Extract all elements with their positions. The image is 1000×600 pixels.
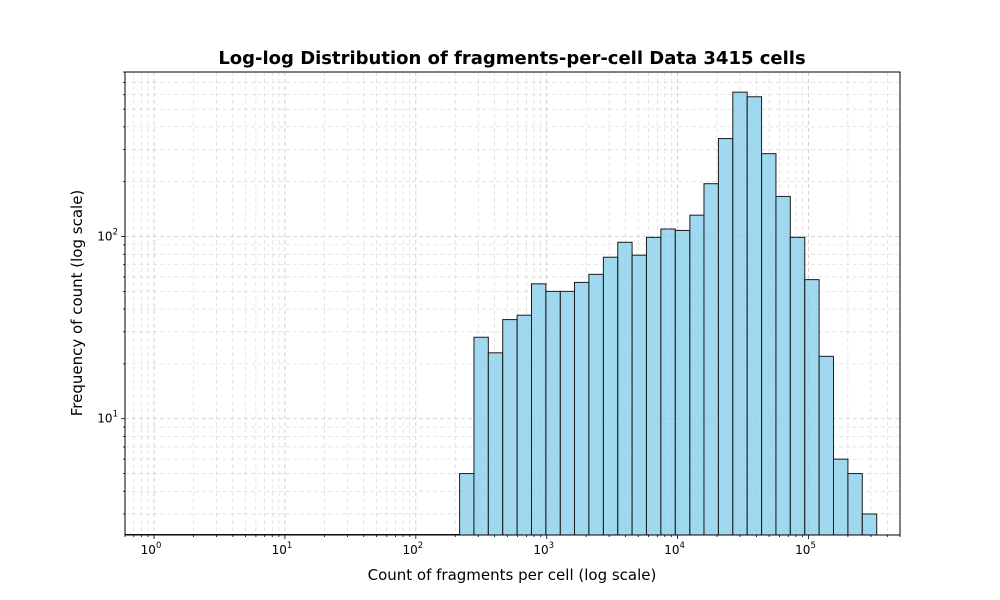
x-tick-label: 101 (272, 541, 293, 557)
x-tick-exponent: 4 (680, 541, 685, 551)
x-tick-label: 103 (533, 541, 554, 557)
histogram-bar (502, 319, 518, 536)
histogram-bar (789, 236, 806, 536)
histogram-bar (761, 153, 777, 536)
histogram-bar (487, 352, 504, 536)
x-tick-label: 100 (141, 541, 162, 557)
histogram-bar (645, 236, 662, 536)
histogram-bar (588, 273, 604, 536)
x-tick-base: 10 (141, 543, 156, 557)
histogram-bar (602, 256, 619, 536)
y-tick-base: 10 (97, 412, 112, 426)
y-tick-label: 101 (97, 410, 118, 426)
x-tick-exponent: 5 (810, 541, 815, 551)
x-axis-label: Count of fragments per cell (log scale) (368, 566, 657, 584)
x-tick-label: 105 (795, 541, 816, 557)
y-tick-exponent: 2 (113, 228, 118, 238)
plot-frame (124, 71, 901, 536)
histogram-bar (473, 336, 489, 536)
y-tick-exponent: 1 (113, 410, 118, 420)
histogram-bar (617, 241, 633, 536)
histogram-bar (746, 96, 763, 536)
x-tick-label: 102 (402, 541, 423, 557)
histogram-bar (717, 138, 734, 536)
x-tick-base: 10 (402, 543, 417, 557)
x-tick-label: 104 (664, 541, 685, 557)
histogram-bar (861, 513, 878, 536)
histogram-bar (459, 473, 475, 536)
y-axis-label: Frequency of count (log scale) (68, 190, 86, 417)
x-tick-base: 10 (533, 543, 548, 557)
histogram-bar (516, 314, 532, 536)
histogram-bar (703, 183, 719, 536)
x-tick-exponent: 3 (549, 541, 554, 551)
histogram-bar (832, 458, 849, 536)
histogram-bar (689, 214, 705, 536)
x-tick-exponent: 2 (418, 541, 423, 551)
chart-title: Log-log Distribution of fragments-per-ce… (218, 48, 805, 69)
x-tick-base: 10 (664, 543, 679, 557)
histogram-bar (660, 228, 676, 536)
y-tick-label: 102 (97, 228, 118, 244)
histogram-bar (530, 283, 547, 536)
histogram-bar (631, 254, 647, 536)
histogram-bar (545, 290, 561, 536)
x-tick-base: 10 (795, 543, 810, 557)
histogram-bar (847, 473, 863, 536)
histogram-bar (559, 290, 575, 536)
histogram-bar (732, 91, 748, 536)
x-tick-exponent: 1 (287, 541, 292, 551)
histogram-bar (674, 229, 691, 536)
y-tick-base: 10 (97, 230, 112, 244)
x-tick-base: 10 (272, 543, 287, 557)
histogram-bar (775, 195, 791, 536)
histogram-bar (818, 355, 834, 536)
histogram-bar (804, 279, 820, 536)
x-tick-exponent: 0 (156, 541, 161, 551)
histogram-bar (573, 281, 590, 536)
